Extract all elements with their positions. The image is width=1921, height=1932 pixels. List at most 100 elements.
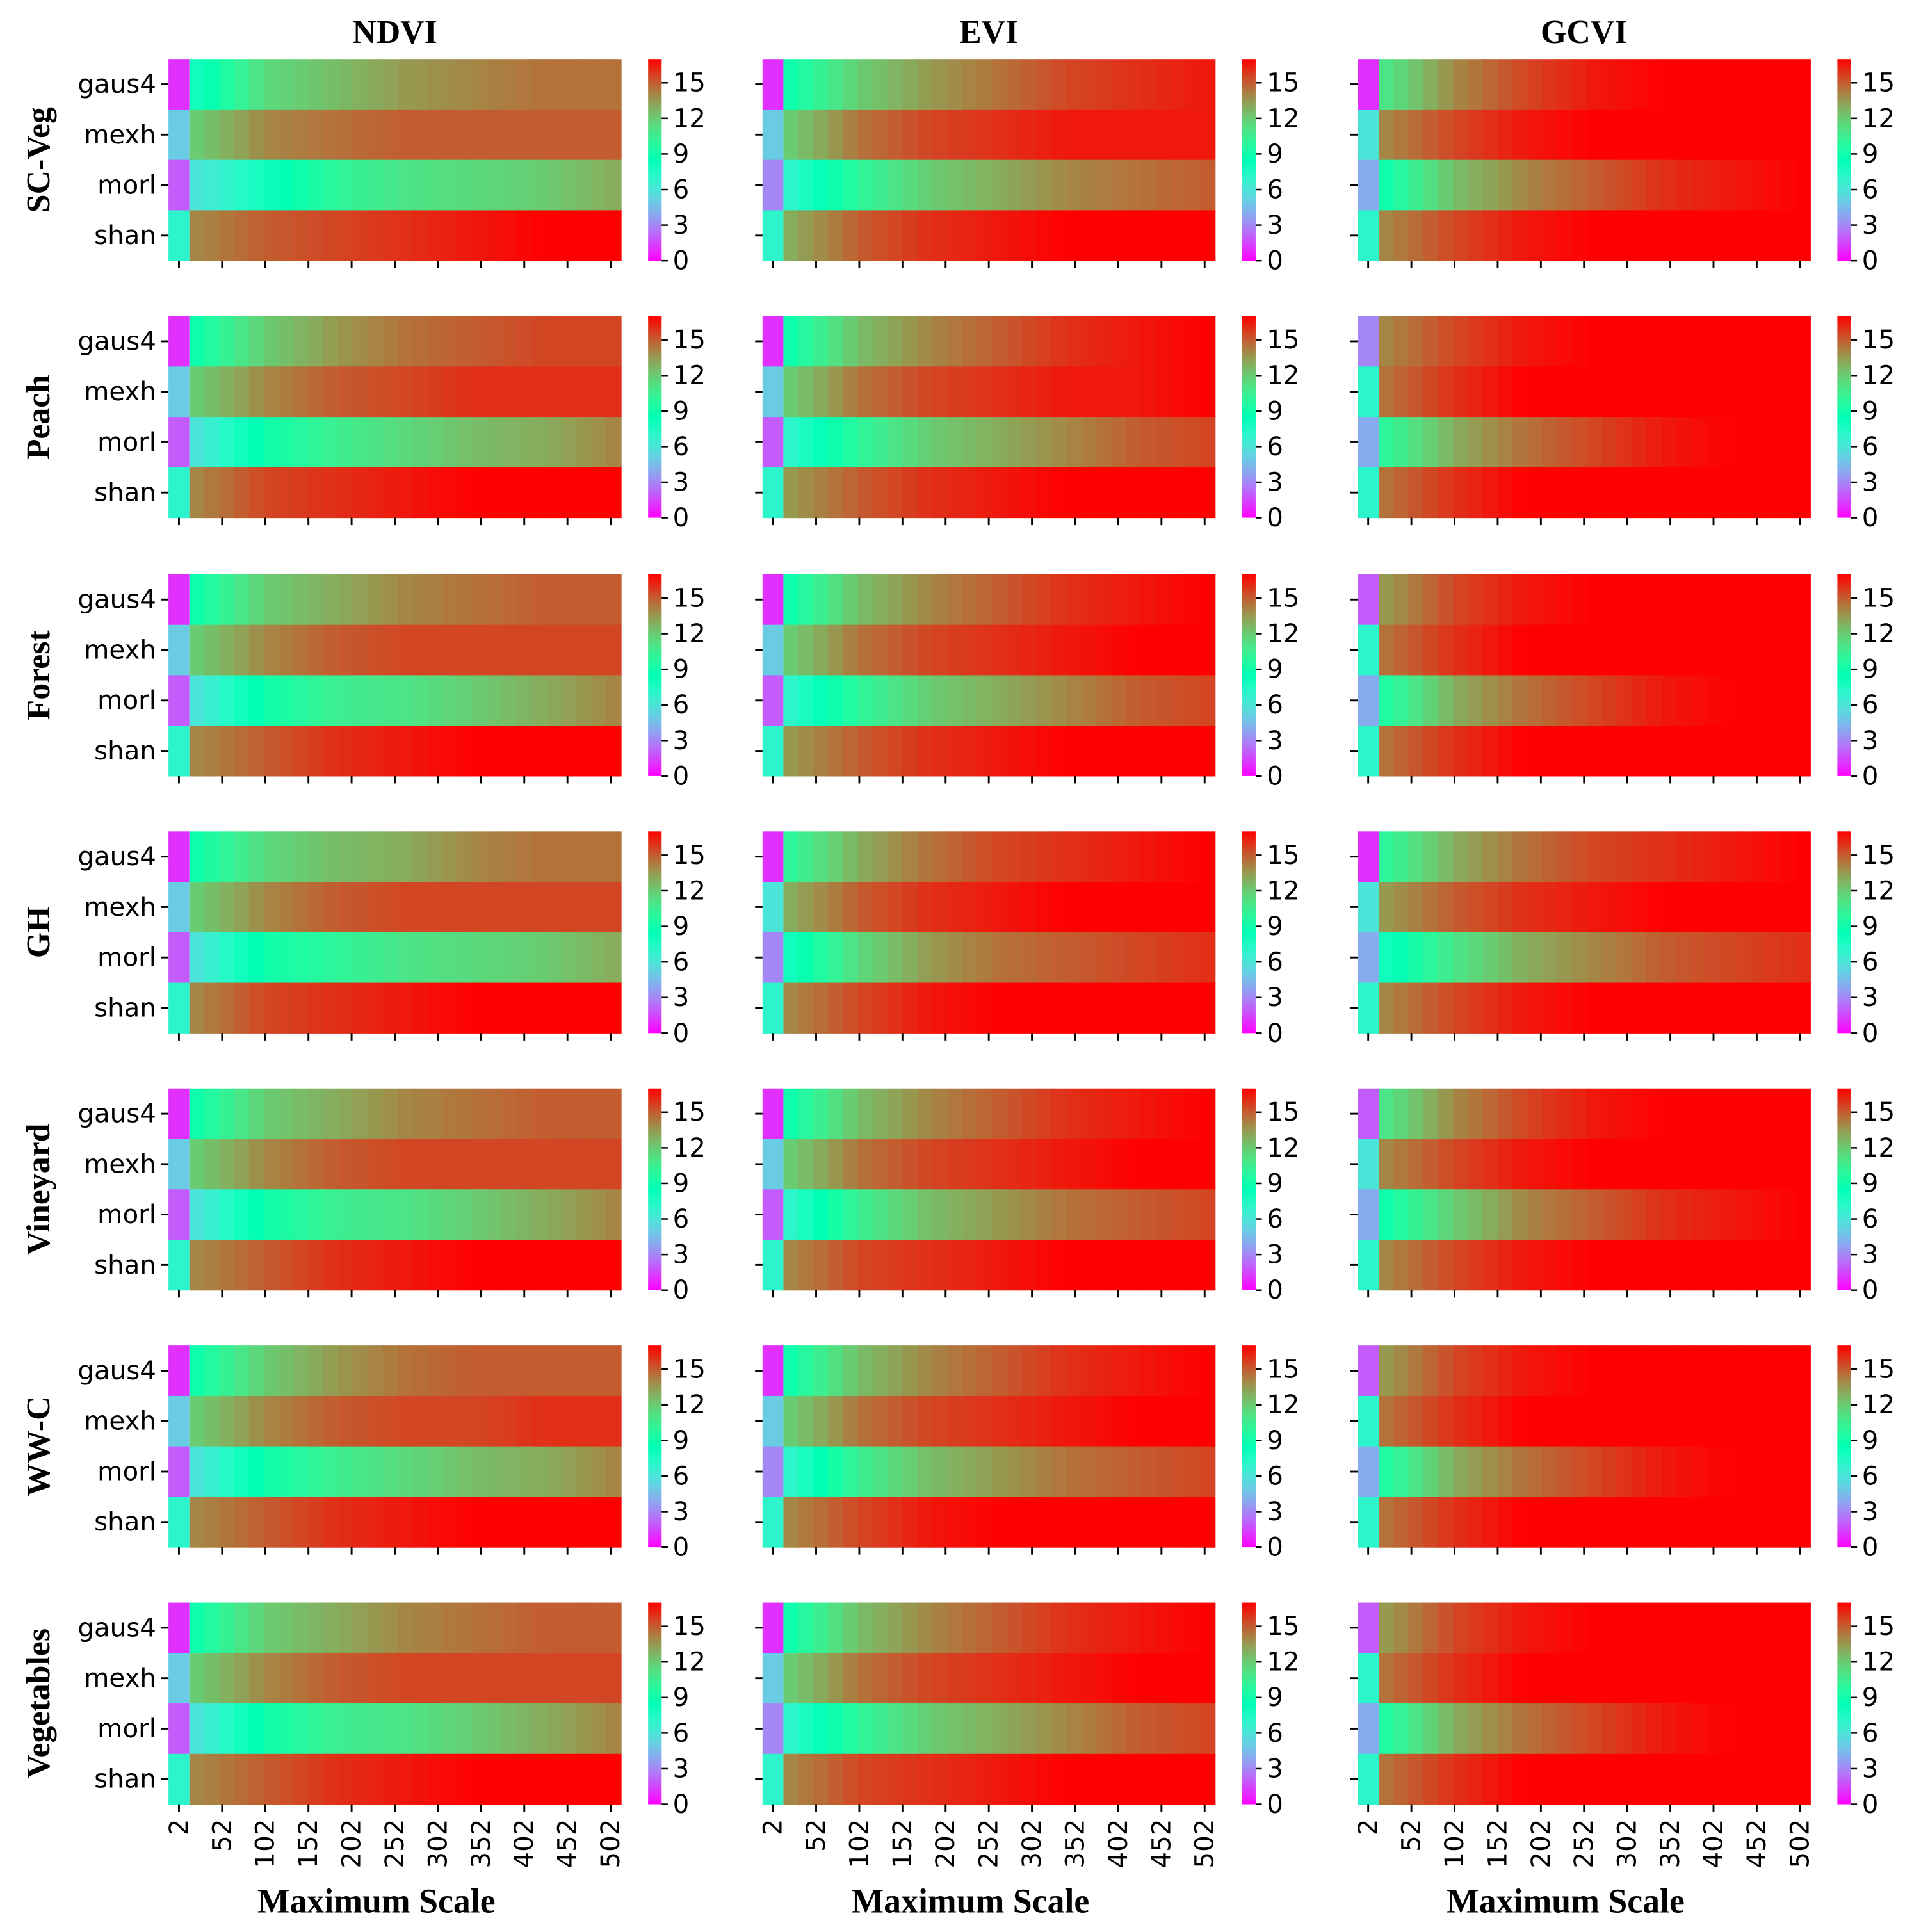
heatmap-cell — [843, 210, 859, 261]
heatmap-cell — [382, 624, 398, 676]
colorbar-tick-label: 9 — [1862, 1168, 1879, 1198]
heatmap-cell — [368, 1189, 384, 1240]
heatmap-cell — [1021, 574, 1037, 626]
heatmap-cell — [472, 932, 488, 984]
heatmap-cell — [813, 1703, 829, 1755]
heatmap-cell — [1691, 366, 1707, 418]
heatmap-cell — [487, 59, 503, 110]
heatmap-cell — [561, 982, 577, 1034]
heatmap-cell — [1765, 59, 1781, 110]
heatmap-cell — [1646, 109, 1662, 161]
heatmap-cell — [977, 1653, 993, 1704]
colorbar-tick-label: 0 — [1267, 761, 1283, 791]
heatmap-cell — [1482, 624, 1498, 676]
heatmap-cell — [1170, 726, 1186, 777]
heatmap-cell — [902, 932, 918, 984]
colorbar-tick-label: 15 — [1267, 840, 1299, 870]
colorbar — [1242, 1088, 1256, 1290]
heatmap-cell — [442, 1446, 458, 1497]
heatmap-cell — [353, 1345, 369, 1397]
heatmap-cell — [1170, 982, 1186, 1034]
heatmap-cell — [472, 982, 488, 1034]
heatmap-cell — [798, 882, 814, 933]
heatmap-cell — [1751, 932, 1767, 984]
heatmap-cell — [279, 1602, 295, 1653]
heatmap-cell — [1155, 932, 1171, 984]
heatmap-cell — [1527, 417, 1543, 468]
heatmap-cell — [338, 726, 354, 777]
colorbar-tick-label: 3 — [1267, 467, 1283, 497]
heatmap-cell — [398, 109, 414, 161]
heatmap-cell — [1735, 417, 1751, 468]
colorbar-tick-label: 9 — [1267, 1425, 1283, 1456]
heatmap-cell — [279, 574, 295, 626]
heatmap-cell — [1051, 1189, 1067, 1240]
heatmap-cell — [1066, 1395, 1082, 1447]
heatmap-cell — [828, 159, 844, 211]
heatmap-cell — [1557, 982, 1573, 1034]
heatmap-cell — [1676, 675, 1692, 726]
heatmap-cell — [1066, 1239, 1082, 1291]
heatmap-cell — [1661, 831, 1677, 882]
heatmap-cell — [517, 675, 533, 726]
heatmap-cell — [561, 1653, 577, 1704]
heatmap-cell — [828, 675, 844, 726]
heatmap-cell — [1601, 1345, 1617, 1397]
heatmap-cell — [902, 1446, 918, 1497]
heatmap-cell — [323, 882, 339, 933]
heatmap-cell — [412, 1395, 428, 1447]
heatmap-cell — [1691, 417, 1707, 468]
heatmap-cell — [398, 982, 414, 1034]
heatmap-cell — [917, 1753, 933, 1805]
heatmap-cell — [1557, 1139, 1573, 1190]
heatmap-cell — [872, 1446, 888, 1497]
heatmap-cell — [1438, 1189, 1454, 1240]
colorbar — [1242, 1345, 1256, 1548]
heatmap-cell — [1036, 59, 1052, 110]
heatmap-cell — [1780, 1703, 1796, 1755]
heatmap-cell — [279, 1497, 295, 1548]
heatmap-cell — [398, 1395, 414, 1447]
heatmap-cell — [1691, 1189, 1707, 1240]
heatmap-cell — [798, 726, 814, 777]
heatmap-cell — [872, 1239, 888, 1291]
heatmap-cell — [1423, 417, 1439, 468]
heatmap-cell — [917, 1139, 933, 1190]
heatmap-cell — [1512, 1602, 1528, 1653]
heatmap-cell — [991, 1703, 1007, 1755]
heatmap-cell — [917, 467, 933, 519]
heatmap-cell — [168, 882, 190, 933]
heatmap-cell — [1155, 1602, 1171, 1653]
heatmap-cell — [1527, 1189, 1543, 1240]
heatmap-cell — [1021, 366, 1037, 418]
heatmap-cell — [487, 1189, 503, 1240]
heatmap-cell — [398, 1139, 414, 1190]
heatmap-cell — [606, 932, 622, 984]
heatmap-cell — [427, 1703, 443, 1755]
heatmap-cell — [843, 467, 859, 519]
heatmap-cell — [1706, 1703, 1722, 1755]
heatmap-cell — [1140, 932, 1156, 984]
heatmap-cell — [501, 1602, 517, 1653]
heatmap-cell — [962, 1703, 978, 1755]
heatmap-cell — [1453, 159, 1469, 211]
heatmap-cell — [323, 109, 339, 161]
x-tick-label: 202 — [930, 1819, 960, 1869]
heatmap-cell — [472, 1446, 488, 1497]
heatmap-cell — [168, 316, 190, 367]
colorbar-tick-label: 15 — [1862, 840, 1895, 870]
heatmap-cell — [1185, 1703, 1201, 1755]
heatmap-cell — [1632, 1189, 1648, 1240]
heatmap-cell — [1780, 159, 1796, 211]
heatmap-cell — [828, 1395, 844, 1447]
heatmap-cell — [783, 210, 799, 261]
heatmap-cell — [1482, 831, 1498, 882]
heatmap-cell — [1110, 574, 1126, 626]
heatmap-cell — [1765, 159, 1781, 211]
heatmap-cell — [457, 1139, 473, 1190]
x-tick-label: 152 — [293, 1819, 323, 1869]
heatmap-cell — [1096, 1653, 1112, 1704]
heatmap-cell — [234, 1345, 250, 1397]
heatmap-cell — [1021, 1446, 1037, 1497]
colorbar-tick-label: 3 — [1267, 1497, 1283, 1527]
